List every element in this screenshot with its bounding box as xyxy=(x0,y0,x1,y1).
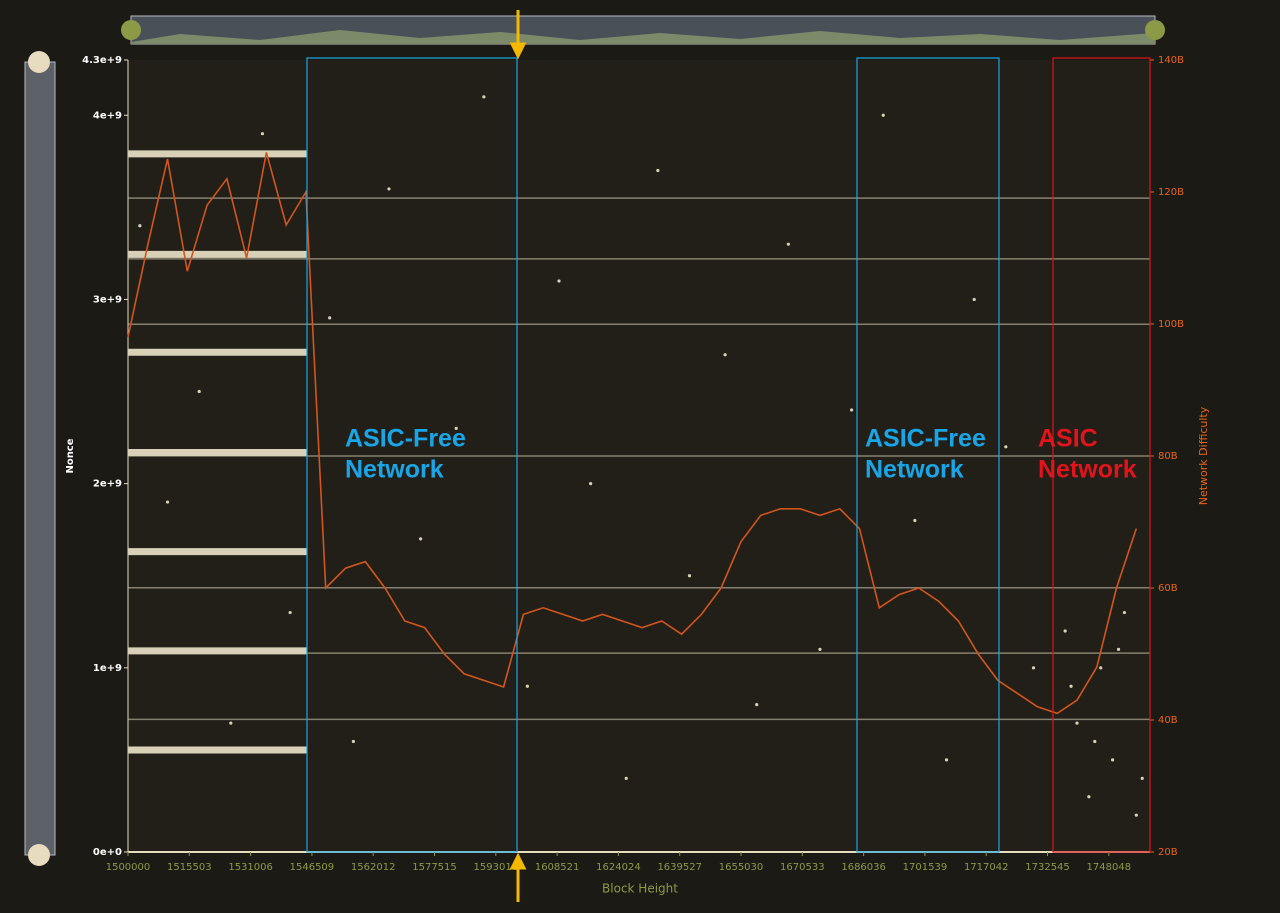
slider-handle[interactable] xyxy=(28,844,50,866)
nonce-point xyxy=(328,316,332,320)
y2-tick-label: 120B xyxy=(1158,187,1184,198)
nonce-point xyxy=(387,187,391,191)
nonce-point xyxy=(351,739,355,744)
brush-handle[interactable] xyxy=(121,20,141,40)
y2-tick-label: 20B xyxy=(1158,847,1178,858)
nonce-point xyxy=(944,758,949,762)
x-tick-label: 1577515 xyxy=(412,862,457,873)
nonce-point xyxy=(818,647,822,651)
x-tick-label: 1531006 xyxy=(228,862,273,873)
slider-track[interactable] xyxy=(24,61,56,856)
region xyxy=(306,57,518,853)
y-tick-label: 3e+9 xyxy=(93,294,122,305)
y2-tick-label: 140B xyxy=(1158,55,1184,66)
nonce-point xyxy=(972,297,976,302)
region xyxy=(1052,57,1151,853)
nonce-point xyxy=(1134,813,1138,817)
region xyxy=(856,57,1000,853)
y2-axis-title: Network Difficulty xyxy=(1197,406,1210,505)
x-tick-label: 1624024 xyxy=(596,862,641,873)
nonce-point xyxy=(687,574,692,578)
x-tick-label: 1639527 xyxy=(657,862,702,873)
x-tick-label: 1670533 xyxy=(780,862,825,873)
nonce-point xyxy=(1140,776,1144,780)
x-tick-label: 1655030 xyxy=(719,862,764,873)
nonce-point xyxy=(786,242,790,246)
y-tick-label: 4.3e+9 xyxy=(82,55,122,66)
nonce-point xyxy=(260,132,265,136)
nonce-point xyxy=(624,776,628,780)
nonce-point xyxy=(1069,684,1073,688)
region-label: ASIC-Free xyxy=(865,425,986,453)
nonce-point xyxy=(288,610,292,615)
x-tick-label: 1546509 xyxy=(290,862,335,873)
nonce-point xyxy=(589,482,593,486)
nonce-point xyxy=(557,279,561,283)
x-tick-label: 1748048 xyxy=(1087,862,1132,873)
region-label: Network xyxy=(345,456,444,484)
y-tick-label: 1e+9 xyxy=(93,663,122,674)
nonce-point xyxy=(1031,666,1036,670)
nonce-point xyxy=(229,721,233,725)
nonce-point xyxy=(723,353,727,357)
nonce-point xyxy=(1087,795,1091,799)
x-tick-label: 1701539 xyxy=(903,862,948,873)
nonce-point xyxy=(165,500,170,504)
y2-tick-label: 40B xyxy=(1158,715,1178,726)
slider-handle[interactable] xyxy=(28,51,50,73)
brush-overview xyxy=(131,30,1155,44)
x-axis-title: Block Height xyxy=(602,882,678,896)
nonce-point xyxy=(1093,739,1097,744)
nonce-point xyxy=(525,684,529,688)
region-label: ASIC xyxy=(1038,425,1098,453)
x-tick-label: 1732545 xyxy=(1025,862,1070,873)
x-tick-label: 1500000 xyxy=(106,862,151,873)
marker-arrow xyxy=(509,10,527,60)
x-tick-label: 1515503 xyxy=(167,862,212,873)
nonce-point xyxy=(1075,721,1079,725)
nonce-point xyxy=(197,389,201,394)
nonce-point xyxy=(755,703,759,707)
marker-arrow xyxy=(509,852,527,902)
difficulty-line xyxy=(127,152,1138,715)
y-tick-label: 2e+9 xyxy=(93,479,122,490)
nonce-point xyxy=(1122,610,1127,615)
nonce-point xyxy=(850,408,854,412)
x-tick-label: 1686036 xyxy=(841,862,886,873)
nonce-point xyxy=(482,95,486,99)
nonce-point xyxy=(1116,647,1121,651)
region-label: Network xyxy=(865,456,964,484)
nonce-point xyxy=(1063,629,1067,633)
y-axis-title: Nonce xyxy=(65,438,76,473)
y2-tick-label: 100B xyxy=(1158,319,1184,330)
nonce-point xyxy=(1099,666,1103,670)
x-tick-label: 1562012 xyxy=(351,862,396,873)
x-tick-label: 1608521 xyxy=(535,862,580,873)
region-label: ASIC-Free xyxy=(345,425,466,453)
nonce-point xyxy=(656,168,660,173)
y2-tick-label: 60B xyxy=(1158,583,1178,594)
nonce-point xyxy=(1004,445,1008,449)
y-tick-label: 0e+0 xyxy=(93,847,122,858)
y-tick-label: 4e+9 xyxy=(93,110,122,121)
x-tick-label: 1593018 xyxy=(474,862,519,873)
nonce-point xyxy=(1110,758,1115,762)
brush-handle[interactable] xyxy=(1145,20,1165,40)
nonce-point xyxy=(454,426,458,430)
nonce-point xyxy=(913,518,917,523)
x-tick-label: 1717042 xyxy=(964,862,1009,873)
nonce-point xyxy=(138,224,142,228)
nonce-point xyxy=(881,113,885,117)
region-label: Network xyxy=(1038,456,1137,484)
y2-tick-label: 80B xyxy=(1158,451,1178,462)
nonce-point xyxy=(419,537,423,541)
